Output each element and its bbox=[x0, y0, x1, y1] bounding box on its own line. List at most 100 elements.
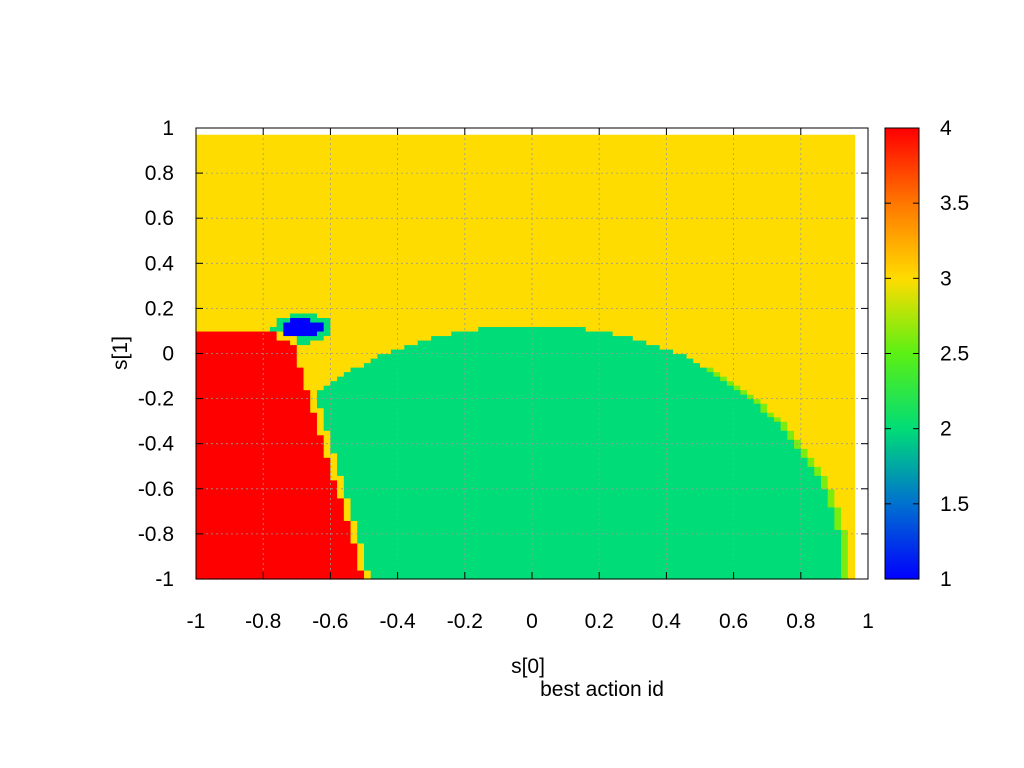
heatmap-cell bbox=[411, 195, 419, 201]
heatmap-cell bbox=[437, 565, 446, 571]
heatmap-cell bbox=[511, 227, 520, 233]
heatmap-cell bbox=[431, 412, 439, 418]
heatmap-cell bbox=[511, 182, 520, 188]
heatmap-cell bbox=[269, 376, 278, 382]
heatmap-cell bbox=[216, 335, 224, 341]
heatmap-cell bbox=[229, 173, 237, 179]
heatmap-cell bbox=[370, 186, 379, 192]
heatmap-cell bbox=[290, 353, 298, 359]
heatmap-cell bbox=[243, 529, 251, 535]
heatmap-cell bbox=[276, 231, 284, 237]
heatmap-cell bbox=[229, 294, 237, 300]
heatmap-cell bbox=[243, 511, 251, 517]
heatmap-cell bbox=[243, 394, 251, 400]
heatmap-cell bbox=[498, 448, 506, 454]
heatmap-cell bbox=[202, 200, 211, 206]
heatmap-cell bbox=[283, 371, 291, 377]
heatmap-cell bbox=[444, 425, 452, 431]
heatmap-cell bbox=[229, 290, 237, 296]
heatmap-cell bbox=[511, 376, 520, 382]
heatmap-cell bbox=[209, 294, 217, 300]
heatmap-cell bbox=[464, 195, 473, 201]
heatmap-cell bbox=[357, 511, 365, 517]
heatmap-cell bbox=[437, 254, 446, 260]
heatmap-cell bbox=[417, 258, 426, 264]
heatmap-cell bbox=[209, 155, 217, 161]
heatmap-cell bbox=[431, 353, 439, 359]
heatmap-cell bbox=[458, 159, 466, 165]
heatmap-cell bbox=[532, 425, 540, 431]
heatmap-cell bbox=[196, 529, 204, 535]
heatmap-cell bbox=[236, 294, 244, 300]
heatmap-cell bbox=[377, 538, 385, 544]
heatmap-cell bbox=[323, 371, 331, 377]
heatmap-cell bbox=[491, 353, 499, 359]
heatmap-cell bbox=[411, 371, 419, 377]
heatmap-cell bbox=[303, 385, 311, 391]
heatmap-cell bbox=[424, 303, 432, 309]
heatmap-cell bbox=[296, 434, 305, 440]
heatmap-cell bbox=[243, 159, 251, 165]
heatmap-cell bbox=[364, 380, 372, 386]
heatmap-cell bbox=[518, 155, 526, 161]
heatmap-cell bbox=[518, 218, 526, 224]
heatmap-cell bbox=[532, 506, 540, 512]
heatmap-cell bbox=[518, 285, 526, 291]
heatmap-cell bbox=[390, 484, 399, 490]
heatmap-cell bbox=[310, 569, 318, 576]
heatmap-cell bbox=[384, 209, 392, 215]
heatmap-cell bbox=[256, 389, 264, 395]
heatmap-cell bbox=[283, 236, 291, 242]
heatmap-cell bbox=[505, 267, 513, 273]
heatmap-cell bbox=[283, 376, 291, 382]
heatmap-cell bbox=[283, 317, 291, 323]
heatmap-cell bbox=[263, 479, 271, 485]
heatmap-cell bbox=[505, 542, 513, 549]
heatmap-cell bbox=[518, 339, 526, 346]
heatmap-cell bbox=[202, 560, 211, 567]
heatmap-cell bbox=[316, 134, 325, 138]
heatmap-cell bbox=[343, 227, 352, 233]
heatmap-cell bbox=[343, 497, 352, 503]
heatmap-cell bbox=[303, 168, 311, 174]
heatmap-cell bbox=[209, 213, 217, 219]
heatmap-cell bbox=[471, 533, 479, 540]
heatmap-cell bbox=[236, 574, 244, 580]
heatmap-cell bbox=[243, 254, 251, 260]
heatmap-cell bbox=[404, 385, 412, 391]
heatmap-cell bbox=[424, 186, 432, 192]
heatmap-cell bbox=[209, 240, 217, 246]
heatmap-cell bbox=[384, 398, 392, 404]
heatmap-cell bbox=[357, 195, 365, 201]
heatmap-cell bbox=[296, 312, 305, 319]
heatmap-cell bbox=[343, 168, 352, 174]
heatmap-cell bbox=[337, 335, 345, 341]
heatmap-cell bbox=[276, 258, 284, 264]
heatmap-cell bbox=[390, 533, 399, 540]
heatmap-cell bbox=[364, 321, 372, 328]
heatmap-cell bbox=[451, 412, 459, 418]
heatmap-cell bbox=[283, 425, 291, 431]
heatmap-cell bbox=[478, 177, 486, 183]
heatmap-cell bbox=[464, 299, 473, 305]
heatmap-cell bbox=[364, 524, 372, 530]
heatmap-cell bbox=[471, 385, 479, 391]
heatmap-cell bbox=[229, 272, 237, 278]
heatmap-cell bbox=[458, 272, 466, 278]
heatmap-cell bbox=[357, 308, 365, 314]
heatmap-cell bbox=[202, 177, 211, 183]
heatmap-cell bbox=[263, 394, 271, 400]
heatmap-cell bbox=[236, 254, 244, 260]
heatmap-cell bbox=[390, 538, 399, 544]
heatmap-cell bbox=[377, 515, 385, 521]
heatmap-cell bbox=[256, 195, 264, 201]
heatmap-cell bbox=[411, 339, 419, 346]
heatmap-cell bbox=[498, 137, 506, 143]
heatmap-cell bbox=[431, 466, 439, 472]
heatmap-cell bbox=[202, 344, 211, 350]
heatmap-cell bbox=[276, 164, 284, 170]
heatmap-cell bbox=[343, 281, 352, 287]
heatmap-cell bbox=[290, 236, 298, 242]
heatmap-cell bbox=[303, 164, 311, 170]
heatmap-cell bbox=[404, 317, 412, 323]
